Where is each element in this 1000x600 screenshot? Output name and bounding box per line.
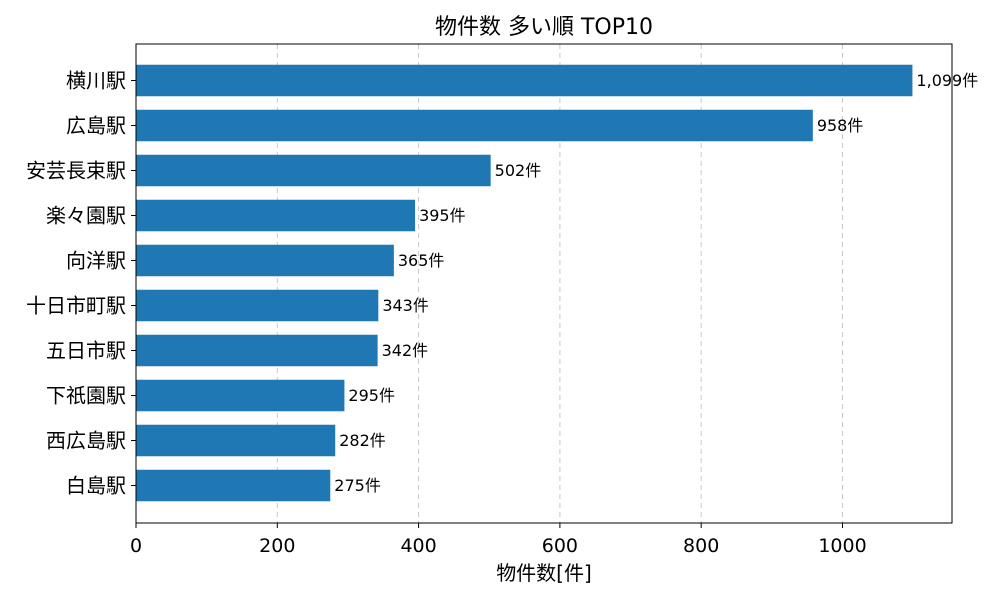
x-tick-label: 800 (683, 535, 719, 557)
bar (136, 109, 813, 142)
y-tick-label: 五日市駅 (46, 339, 126, 363)
data-label: 342件 (382, 341, 429, 360)
y-tick-label: 安芸長束駅 (26, 159, 126, 183)
y-tick-label: 下祇園駅 (46, 384, 126, 408)
x-axis-label: 物件数[件] (496, 561, 592, 585)
y-tick-label: 向洋駅 (66, 249, 126, 273)
x-tick-label: 200 (259, 535, 295, 557)
bar (136, 244, 394, 277)
bar (136, 469, 331, 502)
data-label: 1,099件 (916, 71, 978, 90)
bar (136, 424, 336, 457)
data-label: 502件 (495, 161, 542, 180)
bar (136, 289, 379, 322)
bar (136, 379, 345, 412)
bar (136, 64, 913, 97)
y-tick-label: 西広島駅 (46, 429, 126, 453)
data-label: 275件 (334, 476, 381, 495)
bar (136, 199, 416, 232)
y-tick-label: 十日市町駅 (26, 294, 126, 318)
axis-ticks: 0 200 400 600 800 1000 横川駅広島駅安芸長束駅楽々園駅向洋駅十日市町駅… (26, 69, 867, 558)
data-label: 365件 (398, 251, 445, 270)
data-label: 343件 (382, 296, 429, 315)
y-tick-label: 横川駅 (66, 69, 126, 93)
chart-title: 物件数 多い順 TOP10 (435, 15, 653, 40)
x-tick-label: 600 (542, 535, 578, 557)
plot-frame (135, 43, 953, 524)
bars: 1,099件 958件 502件 395件 365件 343件 342件 295件 282件 27… (136, 64, 978, 502)
y-tick-label: 楽々園駅 (46, 204, 126, 228)
bar (136, 334, 378, 367)
x-tick-label: 1000 (818, 535, 866, 557)
bar (136, 154, 491, 187)
data-label: 395件 (419, 206, 466, 225)
x-tick-label: 400 (400, 535, 436, 557)
y-tick-label: 白島駅 (66, 474, 126, 498)
data-label: 282件 (339, 431, 386, 450)
data-label: 295件 (348, 386, 395, 405)
x-tick-label: 0 (130, 535, 142, 557)
y-tick-label: 広島駅 (66, 114, 126, 138)
data-label: 958件 (817, 116, 864, 135)
